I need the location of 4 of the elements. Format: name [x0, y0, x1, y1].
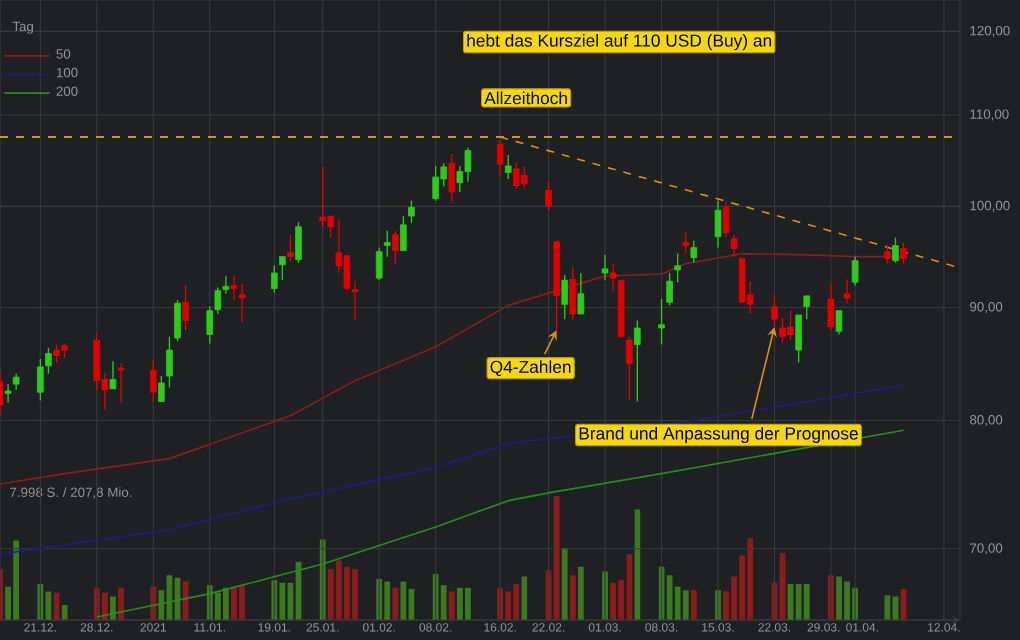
annotation: Brand und Anpassung der Prognose: [579, 426, 858, 444]
annotation: Allzeithoch: [484, 91, 567, 105]
annotation: hebt das Kursziel auf 110 USD (Buy) an: [467, 34, 772, 51]
annotation: Q4-Zahlen: [490, 360, 571, 377]
